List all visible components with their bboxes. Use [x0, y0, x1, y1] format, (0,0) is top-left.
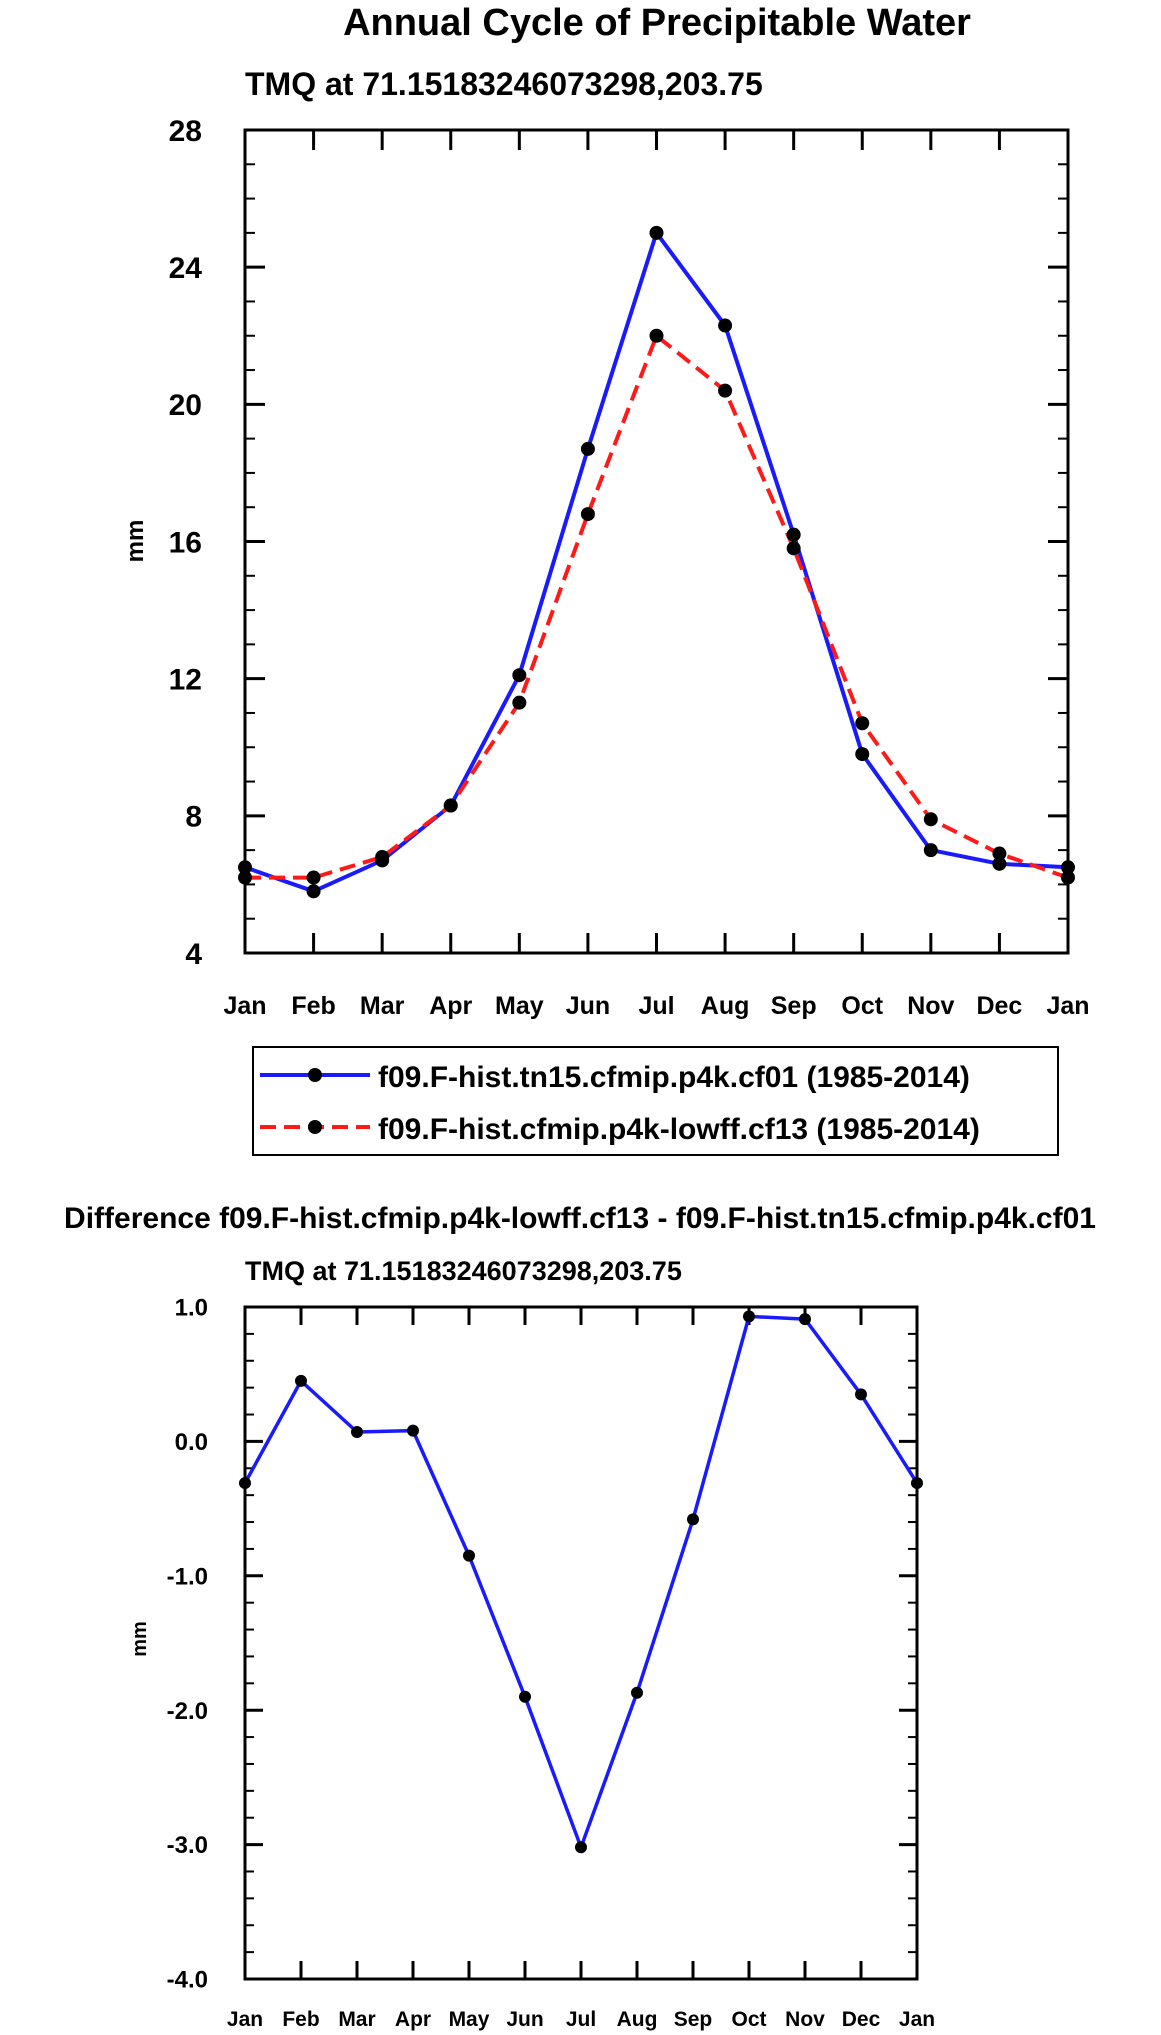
difference-panel: Difference f09.F-hist.cfmip.p4k-lowff.cf… — [64, 1202, 1096, 2031]
x-tick-labels: Jan Feb Mar Apr May Jun Jul Aug Sep Oct Nov Dec Jan — [227, 2008, 935, 2031]
x-tick-label: Nov — [785, 2008, 825, 2031]
data-point-series-1 — [855, 747, 870, 762]
data-point-series-2 — [718, 383, 733, 398]
data-point-series-1 — [407, 1424, 419, 1437]
x-tick-label: Jan — [899, 2008, 935, 2031]
y-tick-label: 20 — [169, 389, 202, 422]
data-point-series-1 — [992, 856, 1007, 871]
x-tick-label: Aug — [701, 992, 750, 1020]
x-tick-label: Jan — [1046, 992, 1089, 1020]
data-point-series-2 — [512, 695, 527, 710]
x-tick-label: Apr — [429, 992, 472, 1020]
legend: f09.F-hist.tn15.cfmip.p4k.cf01 (1985-201… — [252, 1046, 1059, 1156]
y-tick-label: -4.0 — [167, 1967, 208, 1994]
data-point-series-2 — [443, 798, 458, 813]
minor-ticks — [245, 1332, 917, 1954]
plot-frame — [243, 128, 1070, 955]
legend-label-series-1: f09.F-hist.tn15.cfmip.p4k.cf01 (1985-201… — [378, 1061, 970, 1094]
legend-marker-series-2 — [308, 1120, 322, 1134]
data-point-series-1 — [743, 1310, 755, 1323]
minor-ticks — [245, 163, 1068, 920]
data-point-series-2 — [580, 507, 595, 522]
y-tick-labels: -4.0 -3.0 -2.0 -1.0 0.0 1.0 — [167, 1295, 208, 1994]
data-point-series-2 — [992, 846, 1007, 861]
x-tick-label: Jul — [566, 2008, 596, 2031]
x-tick-label: Feb — [291, 992, 335, 1020]
y-tick-label: 4 — [185, 938, 202, 971]
difference-subtitle: TMQ at 71.15183246073298,203.75 — [245, 1256, 682, 1286]
chart-title: Annual Cycle of Precipitable Water — [343, 2, 971, 44]
x-tick-labels: Jan Feb Mar Apr May Jun Jul Aug Sep Oct Nov Dec Jan — [223, 992, 1089, 1020]
y-axis-label: mm — [122, 520, 149, 563]
data-point-series-1 — [575, 1841, 587, 1854]
data-point-series-1 — [306, 884, 321, 899]
data-point-series-1 — [718, 318, 733, 333]
y-tick-label: 24 — [169, 252, 203, 285]
x-tick-label: Jul — [638, 992, 674, 1020]
chart-subtitle: TMQ at 71.15183246073298,203.75 — [245, 66, 763, 102]
data-point-series-1 — [512, 668, 527, 683]
y-tick-label: 12 — [169, 663, 202, 696]
legend-marker-series-1 — [308, 1068, 322, 1082]
difference-title: Difference f09.F-hist.cfmip.p4k-lowff.cf… — [64, 1202, 1096, 1235]
x-tick-label: Jun — [506, 2008, 543, 2031]
x-tick-label: Oct — [731, 2008, 766, 2031]
major-ticks — [243, 128, 1070, 955]
y-tick-label: -3.0 — [167, 1832, 208, 1859]
x-tick-label: Apr — [395, 2008, 431, 2031]
data-point-series-1 — [463, 1549, 475, 1562]
y-tick-label: -2.0 — [167, 1698, 208, 1725]
data-point-series-2 — [375, 849, 390, 864]
data-point-series-1 — [923, 843, 938, 858]
series-line-1 — [243, 1314, 919, 1850]
data-point-series-1 — [799, 1313, 811, 1326]
y-tick-label: 0.0 — [175, 1429, 208, 1456]
y-tick-labels: 4 8 12 16 20 24 28 — [169, 115, 203, 971]
x-tick-label: Feb — [282, 2008, 319, 2031]
series-line-2 — [245, 333, 1069, 880]
data-point-series-1 — [295, 1374, 307, 1387]
x-tick-label: May — [449, 2008, 490, 2031]
legend-label-series-2: f09.F-hist.cfmip.p4k-lowff.cf13 (1985-20… — [378, 1113, 980, 1146]
data-point-series-1 — [855, 1388, 867, 1401]
data-point-series-1 — [687, 1513, 699, 1526]
x-tick-label: Dec — [976, 992, 1022, 1020]
data-point-series-1 — [351, 1425, 363, 1438]
x-tick-label: Sep — [771, 992, 817, 1020]
data-point-series-1 — [786, 527, 801, 542]
x-tick-label: Nov — [907, 992, 954, 1020]
data-point-series-2 — [649, 328, 664, 343]
data-point-series-1 — [649, 225, 664, 240]
series-group — [239, 1310, 923, 1854]
data-point-series-1 — [519, 1690, 531, 1703]
y-tick-label: 16 — [169, 526, 202, 559]
annual-cycle-panel: Annual Cycle of Precipitable Water TMQ a… — [122, 2, 1090, 1156]
y-tick-label: -1.0 — [167, 1563, 208, 1590]
difference-plot-frame — [243, 1305, 919, 1981]
x-tick-label: Mar — [360, 992, 405, 1020]
legend-box — [252, 1046, 1059, 1156]
y-tick-label: 28 — [169, 115, 202, 148]
data-point-series-2 — [855, 716, 870, 731]
x-tick-label: Dec — [842, 2008, 881, 2031]
data-point-series-2 — [306, 870, 321, 885]
major-ticks — [243, 1305, 919, 1981]
y-tick-label: 8 — [185, 801, 202, 834]
data-point-series-2 — [786, 541, 801, 556]
data-point-series-2 — [923, 812, 938, 827]
x-tick-label: Jan — [227, 2008, 263, 2031]
difference-y-axis-label: mm — [129, 1621, 151, 1657]
x-tick-label: Oct — [841, 992, 883, 1020]
x-tick-label: May — [495, 992, 544, 1020]
x-tick-label: Mar — [338, 2008, 375, 2031]
x-tick-label: Aug — [617, 2008, 658, 2031]
data-point-series-1 — [631, 1686, 643, 1699]
x-tick-label: Jun — [566, 992, 610, 1020]
y-tick-label: 1.0 — [175, 1295, 208, 1322]
data-point-series-1 — [580, 441, 595, 456]
x-tick-label: Jan — [223, 992, 266, 1020]
series-group — [238, 225, 1075, 899]
x-tick-label: Sep — [674, 2008, 713, 2031]
